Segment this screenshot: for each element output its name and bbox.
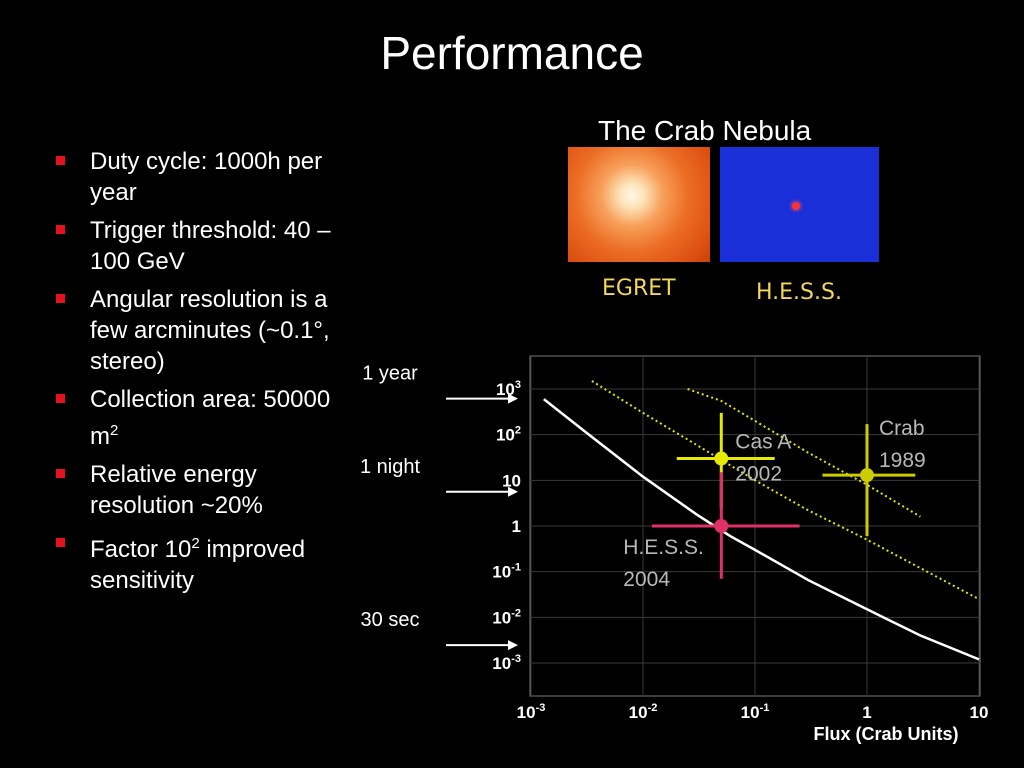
bullet-superscript: 2 <box>191 535 200 552</box>
egret-label: EGRET <box>602 276 676 301</box>
point-sublabel: 1989 <box>879 449 926 472</box>
point-label: Crab <box>879 417 925 440</box>
bullet-text: Trigger threshold: 40 – 100 GeV <box>90 217 331 275</box>
bullet-text: Duty cycle: 1000h per year <box>90 148 323 206</box>
y-tick-label: 10-3 <box>492 653 521 673</box>
annotation-label: 30 sec <box>361 609 420 631</box>
bullet-item: Duty cycle: 1000h per year <box>52 146 332 208</box>
point-label: Cas A <box>735 431 791 454</box>
data-point <box>714 451 729 466</box>
bullet-marker <box>56 225 65 234</box>
y-tick-label: 10-1 <box>492 562 521 582</box>
y-tick-label: 10-2 <box>492 607 521 627</box>
y-tick-label: 102 <box>496 425 521 445</box>
x-tick-label: 1 <box>862 703 871 722</box>
annotation-label: 1 night <box>360 456 420 478</box>
annotation-label: 1 year <box>362 363 418 385</box>
bullet-text: Relative energy resolution ~20% <box>90 461 263 519</box>
x-tick-label: 10-3 <box>517 702 546 722</box>
bullet-marker <box>56 156 65 165</box>
x-tick-label: 10-2 <box>629 702 658 722</box>
images-title: The Crab Nebula <box>598 115 812 146</box>
bullet-text: Collection area: 50000 m <box>90 386 331 450</box>
bullet-list: Duty cycle: 1000h per year Trigger thres… <box>52 146 332 603</box>
bullet-marker <box>56 538 65 547</box>
data-point <box>860 468 874 483</box>
bullet-item: Collection area: 50000 m2 <box>52 384 332 452</box>
sensitivity-curve-1 <box>591 380 980 601</box>
bullet-text: Angular resolution is a few arcminutes (… <box>90 286 330 375</box>
point-label: H.E.S.S. <box>623 536 704 559</box>
annotation-arrowhead <box>508 486 518 497</box>
point-sublabel: 2002 <box>735 463 782 486</box>
y-tick-label: 1 <box>512 517 521 536</box>
slide-title: Performance <box>380 27 644 79</box>
point-sublabel: 2004 <box>623 568 670 591</box>
sensitivity-curve-2 <box>687 388 921 518</box>
bullet-item: Factor 102 improved sensitivity <box>52 528 332 596</box>
bullet-text: Factor 10 <box>90 536 192 563</box>
y-tick-label: 10 <box>502 471 521 490</box>
bullet-marker <box>56 294 65 303</box>
bullet-marker <box>56 469 65 478</box>
data-point <box>714 519 729 533</box>
egret-image <box>568 147 710 262</box>
x-axis-label: Flux (Crab Units) <box>813 724 958 744</box>
x-tick-label: 10 <box>970 703 989 722</box>
sensitivity-curve-0 <box>543 398 980 661</box>
bullet-item: Relative energy resolution ~20% <box>52 459 332 521</box>
bullet-superscript: 2 <box>110 422 119 439</box>
source-dot <box>792 202 800 210</box>
bullet-marker <box>56 394 65 403</box>
y-tick-label: 103 <box>496 379 521 399</box>
bullet-item: Trigger threshold: 40 – 100 GeV <box>52 215 332 277</box>
annotation-arrowhead <box>508 393 518 404</box>
bullet-item: Angular resolution is a few arcminutes (… <box>52 284 332 377</box>
annotation-arrowhead <box>508 640 518 651</box>
hess-label: H.E.S.S. <box>756 280 842 305</box>
bullet-text-continued: improved sensitivity <box>90 536 306 594</box>
x-tick-label: 10-1 <box>741 702 770 722</box>
hess-image <box>720 147 879 262</box>
